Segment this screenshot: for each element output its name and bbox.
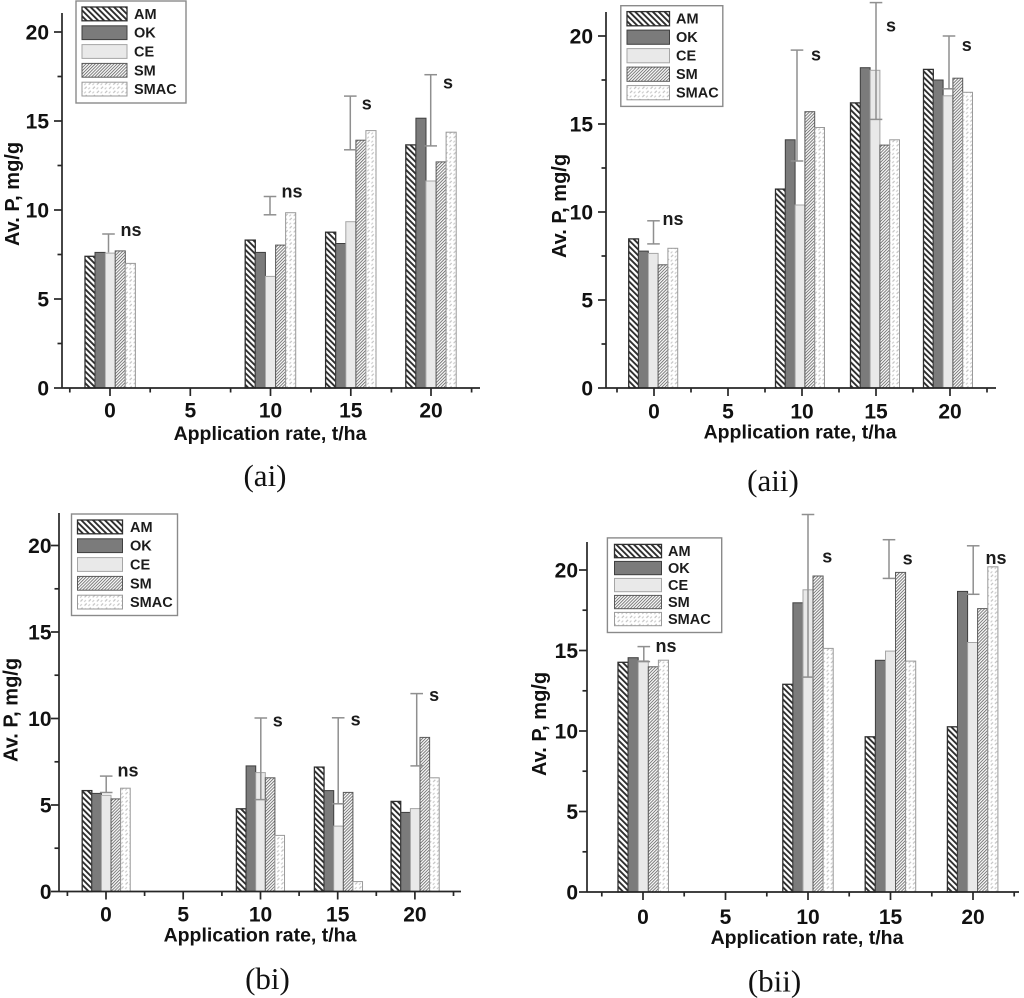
- svg-text:20: 20: [26, 22, 49, 45]
- svg-text:ns: ns: [120, 220, 141, 240]
- svg-text:10: 10: [28, 708, 51, 731]
- svg-text:SM: SM: [676, 67, 698, 83]
- svg-text:Av. P, mg/g: Av. P, mg/g: [2, 142, 24, 246]
- svg-text:0: 0: [40, 881, 52, 904]
- svg-text:5: 5: [40, 795, 52, 818]
- svg-text:SMAC: SMAC: [130, 595, 173, 611]
- svg-text:ns: ns: [117, 761, 138, 781]
- svg-text:15: 15: [28, 622, 52, 645]
- svg-text:10: 10: [790, 401, 813, 424]
- svg-text:5: 5: [720, 906, 732, 929]
- svg-text:s: s: [443, 73, 453, 93]
- svg-text:s: s: [273, 710, 283, 730]
- svg-text:0: 0: [37, 378, 49, 401]
- svg-text:OK: OK: [676, 30, 698, 46]
- svg-text:Application rate, t/ha: Application rate, t/ha: [164, 925, 357, 947]
- svg-text:s: s: [811, 45, 821, 65]
- svg-text:15: 15: [339, 400, 363, 423]
- svg-text:15: 15: [879, 906, 903, 929]
- svg-text:s: s: [351, 709, 361, 729]
- svg-text:5: 5: [177, 904, 189, 927]
- svg-text:15: 15: [555, 640, 579, 663]
- svg-text:15: 15: [570, 114, 594, 137]
- svg-text:Av. P, mg/g: Av. P, mg/g: [549, 154, 571, 258]
- svg-text:20: 20: [403, 904, 426, 927]
- svg-text:s: s: [886, 16, 896, 36]
- svg-text:Av. P, mg/g: Av. P, mg/g: [1, 658, 23, 762]
- svg-text:10: 10: [570, 202, 593, 225]
- svg-text:20: 20: [28, 535, 51, 558]
- svg-text:OK: OK: [130, 539, 152, 555]
- svg-text:ns: ns: [985, 548, 1006, 568]
- svg-text:s: s: [362, 94, 372, 114]
- svg-text:SMAC: SMAC: [676, 86, 719, 102]
- svg-text:s: s: [822, 547, 832, 567]
- svg-text:20: 20: [419, 400, 442, 423]
- svg-text:5: 5: [566, 801, 578, 824]
- svg-text:10: 10: [249, 904, 272, 927]
- svg-text:20: 20: [961, 906, 984, 929]
- svg-text:5: 5: [581, 290, 593, 313]
- svg-text:0: 0: [566, 882, 578, 905]
- svg-text:10: 10: [796, 906, 819, 929]
- svg-text:0: 0: [100, 904, 112, 927]
- svg-text:0: 0: [581, 378, 593, 401]
- svg-text:OK: OK: [134, 26, 156, 42]
- svg-text:s: s: [429, 685, 439, 705]
- svg-text:SM: SM: [134, 63, 156, 79]
- svg-text:AM: AM: [676, 12, 699, 28]
- svg-text:OK: OK: [668, 561, 690, 577]
- svg-text:CE: CE: [668, 578, 688, 594]
- svg-text:SMAC: SMAC: [668, 612, 711, 628]
- svg-text:AM: AM: [130, 520, 153, 536]
- svg-text:20: 20: [938, 401, 961, 424]
- svg-text:s: s: [903, 549, 913, 569]
- svg-text:SM: SM: [130, 576, 152, 592]
- svg-text:(aii): (aii): [747, 463, 799, 498]
- svg-text:ns: ns: [662, 209, 683, 229]
- svg-text:20: 20: [555, 560, 578, 583]
- svg-text:AM: AM: [668, 544, 691, 560]
- svg-text:0: 0: [648, 401, 660, 424]
- svg-text:s: s: [962, 35, 972, 55]
- svg-text:ns: ns: [281, 182, 302, 202]
- svg-text:CE: CE: [676, 49, 696, 65]
- svg-text:10: 10: [259, 400, 282, 423]
- svg-text:(ai): (ai): [243, 458, 286, 493]
- svg-text:SMAC: SMAC: [134, 82, 177, 98]
- svg-text:20: 20: [570, 26, 593, 49]
- svg-text:15: 15: [326, 904, 350, 927]
- svg-text:ns: ns: [655, 636, 676, 656]
- svg-text:5: 5: [184, 400, 196, 423]
- svg-text:Av. P, mg/g: Av. P, mg/g: [529, 672, 551, 776]
- svg-text:AM: AM: [134, 7, 157, 23]
- svg-text:Application rate, t/ha: Application rate, t/ha: [711, 927, 904, 949]
- svg-text:Application rate, t/ha: Application rate, t/ha: [704, 422, 897, 444]
- svg-text:10: 10: [555, 721, 578, 744]
- svg-text:CE: CE: [130, 558, 150, 574]
- svg-text:5: 5: [722, 401, 734, 424]
- svg-text:SM: SM: [668, 595, 690, 611]
- svg-text:CE: CE: [134, 45, 154, 61]
- svg-text:0: 0: [104, 400, 116, 423]
- svg-text:15: 15: [26, 111, 50, 134]
- svg-text:5: 5: [37, 289, 49, 312]
- svg-text:Application rate, t/ha: Application rate, t/ha: [174, 423, 367, 445]
- svg-text:15: 15: [864, 401, 888, 424]
- svg-text:(bi): (bi): [245, 961, 290, 996]
- svg-text:10: 10: [26, 200, 49, 223]
- svg-text:(bii): (bii): [748, 964, 801, 998]
- svg-text:0: 0: [637, 906, 649, 929]
